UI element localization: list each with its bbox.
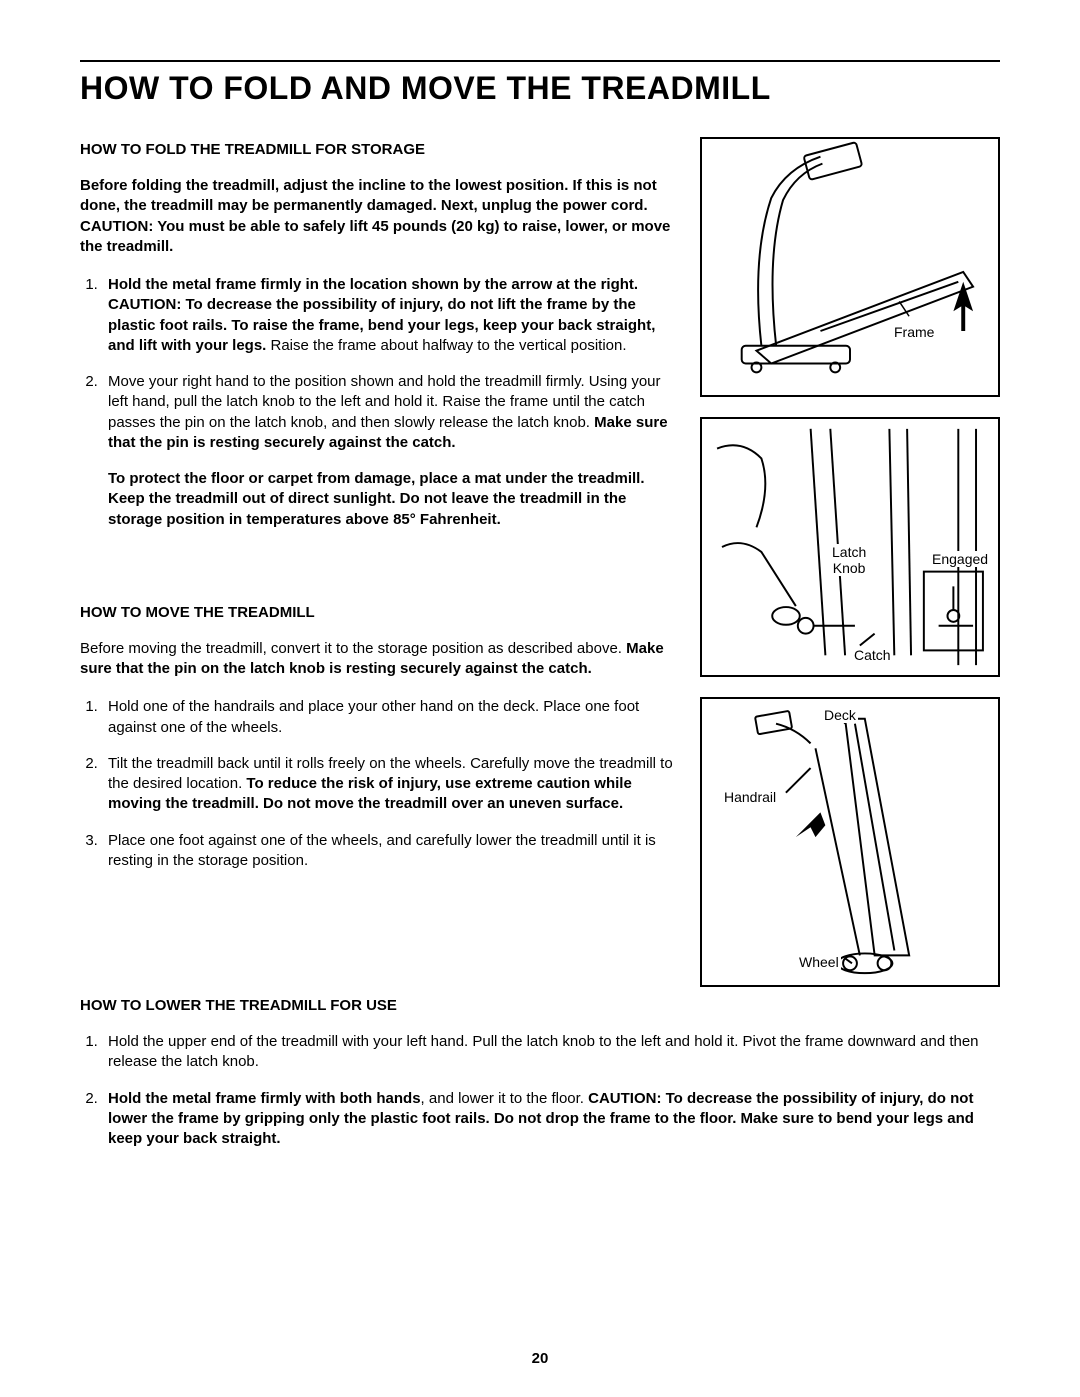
move-step-3: Place one foot against one of the wheels… bbox=[102, 831, 680, 872]
lower-step-1: Hold the upper end of the treadmill with… bbox=[102, 1032, 1000, 1073]
figure-latch-knob: Latch Knob Engaged Catch bbox=[700, 417, 1000, 677]
content-row: HOW TO FOLD THE TREADMILL FOR STORAGE Be… bbox=[80, 137, 1000, 987]
label-catch: Catch bbox=[852, 647, 893, 663]
label-latch-knob: Latch Knob bbox=[830, 544, 868, 576]
label-engaged: Engaged bbox=[930, 551, 990, 567]
treadmill-frame-svg bbox=[702, 139, 998, 395]
fold-step-2: Move your right hand to the position sho… bbox=[102, 372, 680, 530]
horizontal-rule bbox=[80, 60, 1000, 62]
fold-step2-b2: To protect the floor or carpet from dama… bbox=[108, 469, 680, 530]
label-frame: Frame bbox=[892, 324, 936, 340]
move-steps: Hold one of the handrails and place your… bbox=[80, 697, 680, 871]
move-step-1: Hold one of the handrails and place your… bbox=[102, 697, 680, 738]
fold-step2-a: Move your right hand to the position sho… bbox=[108, 373, 661, 431]
right-column: Frame bbox=[700, 137, 1000, 987]
label-handrail: Handrail bbox=[722, 789, 778, 805]
page-title: HOW TO FOLD AND MOVE THE TREADMILL bbox=[80, 70, 1000, 107]
label-deck: Deck bbox=[822, 707, 858, 723]
figure-move-treadmill: Deck Handrail Wheel bbox=[700, 697, 1000, 987]
fold-step1-rest: Raise the frame about halfway to the ver… bbox=[266, 337, 626, 354]
left-column: HOW TO FOLD THE TREADMILL FOR STORAGE Be… bbox=[80, 137, 680, 987]
lower-step-2: Hold the metal frame firmly with both ha… bbox=[102, 1089, 1000, 1150]
lower-step2-b1: Hold the metal frame firmly with both ha… bbox=[108, 1090, 421, 1107]
move-heading: HOW TO MOVE THE TREADMILL bbox=[80, 604, 680, 621]
lower-step2-mid: , and lower it to the floor. bbox=[421, 1090, 589, 1107]
move-intro-a: Before moving the treadmill, convert it … bbox=[80, 640, 626, 657]
fold-step-1: Hold the metal frame firmly in the locat… bbox=[102, 275, 680, 356]
label-wheel: Wheel bbox=[797, 954, 841, 970]
move-step-2: Tilt the treadmill back until it rolls f… bbox=[102, 754, 680, 815]
figure-treadmill-frame: Frame bbox=[700, 137, 1000, 397]
lower-section: HOW TO LOWER THE TREADMILL FOR USE Hold … bbox=[80, 997, 1000, 1149]
page-number: 20 bbox=[0, 1350, 1080, 1367]
lower-heading: HOW TO LOWER THE TREADMILL FOR USE bbox=[80, 997, 1000, 1014]
fold-intro: Before folding the treadmill, adjust the… bbox=[80, 176, 680, 257]
fold-steps: Hold the metal frame firmly in the locat… bbox=[80, 275, 680, 530]
fold-heading: HOW TO FOLD THE TREADMILL FOR STORAGE bbox=[80, 141, 680, 158]
lower-steps: Hold the upper end of the treadmill with… bbox=[80, 1032, 1000, 1149]
move-treadmill-svg bbox=[702, 699, 998, 985]
move-intro: Before moving the treadmill, convert it … bbox=[80, 639, 680, 680]
